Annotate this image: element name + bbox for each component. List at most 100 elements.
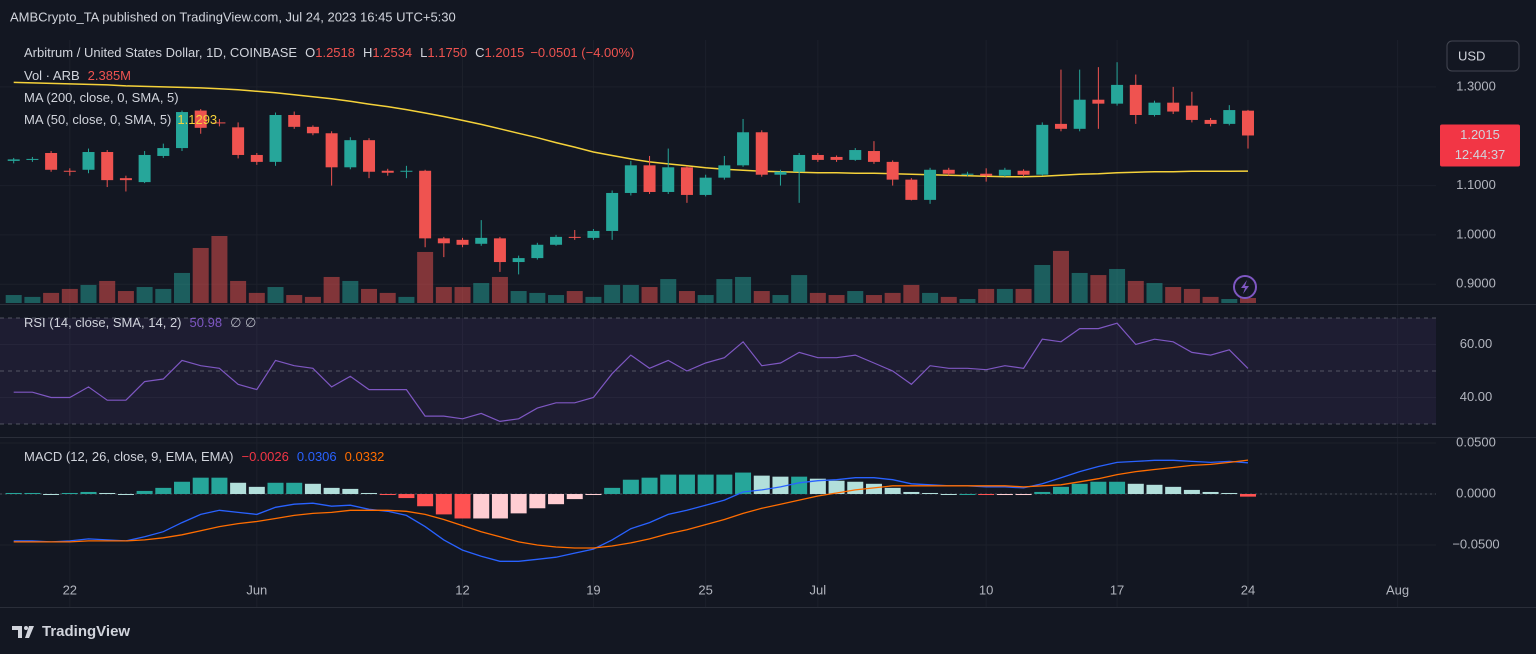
candle-body — [793, 154, 806, 172]
histogram-bar — [548, 493, 565, 505]
candle-body — [363, 140, 376, 172]
button-frame[interactable] — [1446, 40, 1520, 72]
candle-body — [849, 150, 862, 160]
histogram-bar — [865, 483, 882, 494]
candle-body — [344, 140, 357, 168]
legend-row: Arbitrum / United States Dollar, 1D, COI… — [24, 45, 634, 60]
histogram-bar — [922, 492, 939, 494]
candle-body — [213, 122, 226, 124]
volume-bar — [716, 279, 733, 303]
volume-bar — [529, 292, 546, 303]
button-label[interactable]: USD — [1458, 48, 1485, 63]
histogram-bar — [1090, 481, 1107, 494]
histogram-bar — [454, 493, 471, 519]
legend: Arbitrum / United States Dollar, 1D, COI… — [24, 45, 634, 464]
candle-body — [718, 165, 731, 178]
volume-bar — [304, 296, 321, 303]
x-tick-label: Aug — [1386, 582, 1409, 597]
volume-bar — [136, 287, 153, 303]
logo-shape — [24, 626, 28, 630]
x-tick-label: Jun — [246, 582, 267, 597]
histogram-bar — [1165, 486, 1182, 494]
candle-body — [811, 154, 824, 160]
volume-bar — [1146, 283, 1163, 303]
histogram-bar — [248, 486, 265, 494]
volume-bar — [473, 283, 490, 303]
candle-body — [45, 152, 58, 170]
volume-bar — [847, 291, 864, 303]
legend-row: Vol · ARB 2.385M — [24, 68, 131, 83]
x-tick-label: 22 — [63, 582, 77, 597]
candle-body — [1054, 123, 1067, 129]
candle-body — [699, 177, 712, 195]
histogram-bar — [323, 487, 340, 494]
histogram-bar — [903, 491, 920, 494]
candle-body — [1073, 99, 1086, 129]
candle-body — [250, 154, 263, 162]
histogram-bar — [940, 493, 957, 495]
currency-button[interactable]: USD — [1446, 40, 1520, 72]
histogram-bar — [809, 478, 826, 494]
ohlc-value: 1.2534 — [372, 45, 412, 60]
candle-body — [7, 159, 20, 161]
candle-body — [1241, 110, 1254, 136]
ohlc-key: H — [363, 45, 372, 60]
histogram-bar — [847, 481, 864, 494]
histogram-bar — [660, 474, 677, 494]
candle-body — [662, 167, 675, 192]
histogram-bar — [1109, 481, 1126, 494]
y-tick-label: 1.1000 — [1456, 177, 1496, 192]
volume-bar — [641, 287, 658, 303]
candle-body — [157, 148, 170, 156]
histogram-bar — [1127, 483, 1144, 494]
histogram-bar — [959, 493, 976, 495]
volume-bar — [1221, 299, 1238, 303]
volume-bar — [99, 280, 116, 303]
volume-bar — [248, 292, 265, 303]
candle-body — [568, 236, 581, 238]
icon-ring — [1233, 275, 1257, 299]
volume-bar — [978, 288, 995, 303]
candle-body — [1092, 99, 1105, 104]
volume-bar — [735, 276, 752, 303]
volume-bar — [865, 295, 882, 303]
icon-bolt — [1241, 280, 1249, 294]
candle-body — [419, 170, 432, 239]
volume-bar — [117, 291, 134, 303]
volume-bar — [884, 292, 901, 303]
volume-bar — [510, 291, 527, 303]
volume-bar — [809, 292, 826, 303]
volume-bar — [828, 295, 845, 303]
alert-icon — [1233, 275, 1257, 299]
candle-body — [1036, 124, 1049, 175]
candle-body — [905, 179, 918, 200]
candle-body — [531, 244, 544, 259]
y-tick-label: 0.9000 — [1456, 276, 1496, 291]
histogram-bar — [529, 493, 546, 509]
volume-bar — [491, 276, 508, 303]
histogram-bar — [604, 487, 621, 494]
rsi-value: 50.98 — [190, 315, 223, 330]
volume-value: 2.385M — [88, 68, 131, 83]
histogram-bar — [491, 493, 508, 519]
candle-body — [138, 154, 151, 183]
moving-average-line — [13, 81, 1249, 178]
ohlc-value: 1.1750 — [427, 45, 467, 60]
price-tag — [1440, 124, 1520, 167]
histogram-bar — [230, 482, 247, 494]
histogram-bar — [155, 487, 172, 494]
histogram-bar — [1202, 491, 1219, 494]
x-tick-label: 10 — [979, 582, 993, 597]
volume-bar — [1165, 287, 1182, 303]
histogram-bar — [697, 474, 714, 494]
volume-bar — [678, 291, 695, 303]
candle-body — [269, 115, 282, 162]
volume-bar — [267, 287, 284, 303]
candle-body — [1204, 119, 1217, 124]
volume-bar — [192, 247, 209, 303]
volume-bar — [1015, 288, 1032, 303]
price-change: −0.0501 (−4.00%) — [530, 45, 634, 60]
histogram-bar — [5, 492, 22, 494]
ohlc-value: 1.2518 — [315, 45, 355, 60]
